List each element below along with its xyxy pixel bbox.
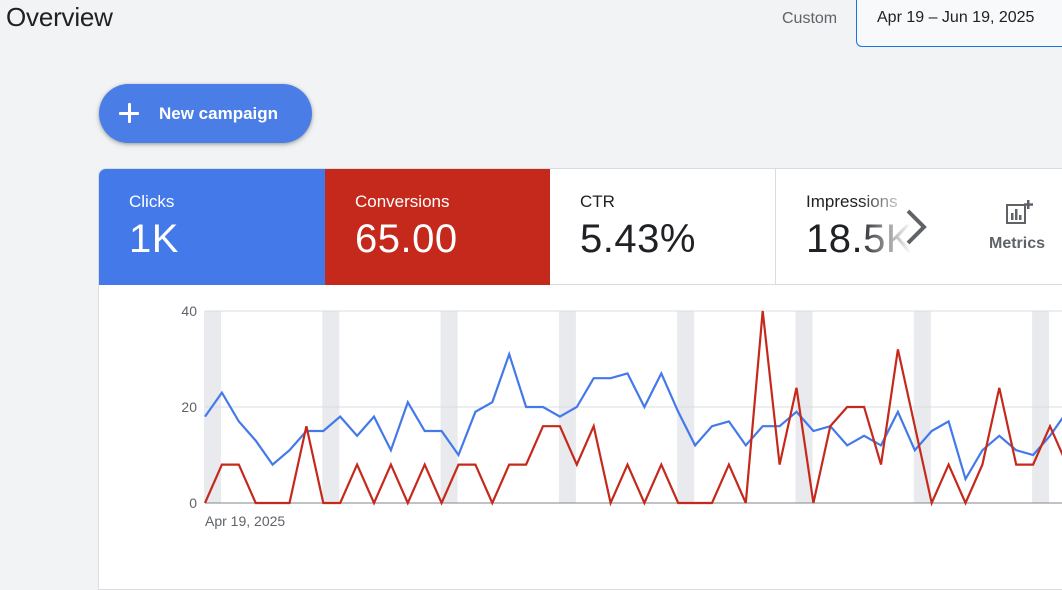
x-axis-label: Apr 19, 2025 xyxy=(205,513,285,529)
y-tick-label: 20 xyxy=(181,399,197,415)
page-title: Overview xyxy=(6,2,113,32)
metric-value: 1K xyxy=(129,217,179,261)
metric-label: Clicks xyxy=(129,192,175,211)
metric-label: CTR xyxy=(580,192,615,211)
metric-tile-conversions[interactable]: Conversions 65.00 xyxy=(325,169,550,285)
metric-value: 5.43% xyxy=(580,217,696,261)
conversions-series-line xyxy=(203,310,1062,507)
clicks-series-line xyxy=(204,350,1062,482)
metric-value: 65.00 xyxy=(355,217,458,261)
date-range-label: Custom xyxy=(782,10,838,27)
metrics-label: Metrics xyxy=(989,235,1046,252)
new-campaign-button[interactable]: New campaign xyxy=(99,84,312,143)
date-range-value: Apr 19 – Jun 19, 2025 xyxy=(877,9,1035,26)
y-tick-label: 40 xyxy=(181,303,197,319)
add-chart-icon xyxy=(1005,199,1033,227)
metric-label: Conversions xyxy=(355,192,450,211)
metric-tile-ctr[interactable]: CTR 5.43% xyxy=(550,169,775,285)
performance-chart: 0 20 40 Apr 19, 2025 xyxy=(181,303,1062,529)
plus-icon xyxy=(119,103,139,123)
new-campaign-label: New campaign xyxy=(159,104,279,123)
metrics-button[interactable]: Metrics xyxy=(979,199,1059,259)
overview-card: Clicks 1K Conversions 65.00 CTR 5.43% Im… xyxy=(98,168,1062,590)
metric-tile-clicks[interactable]: Clicks 1K xyxy=(99,169,325,285)
y-tick-label: 0 xyxy=(189,495,197,511)
next-metrics-chevron-icon[interactable] xyxy=(902,207,934,247)
date-range-picker[interactable]: Apr 19 – Jun 19, 2025 xyxy=(856,0,1062,47)
